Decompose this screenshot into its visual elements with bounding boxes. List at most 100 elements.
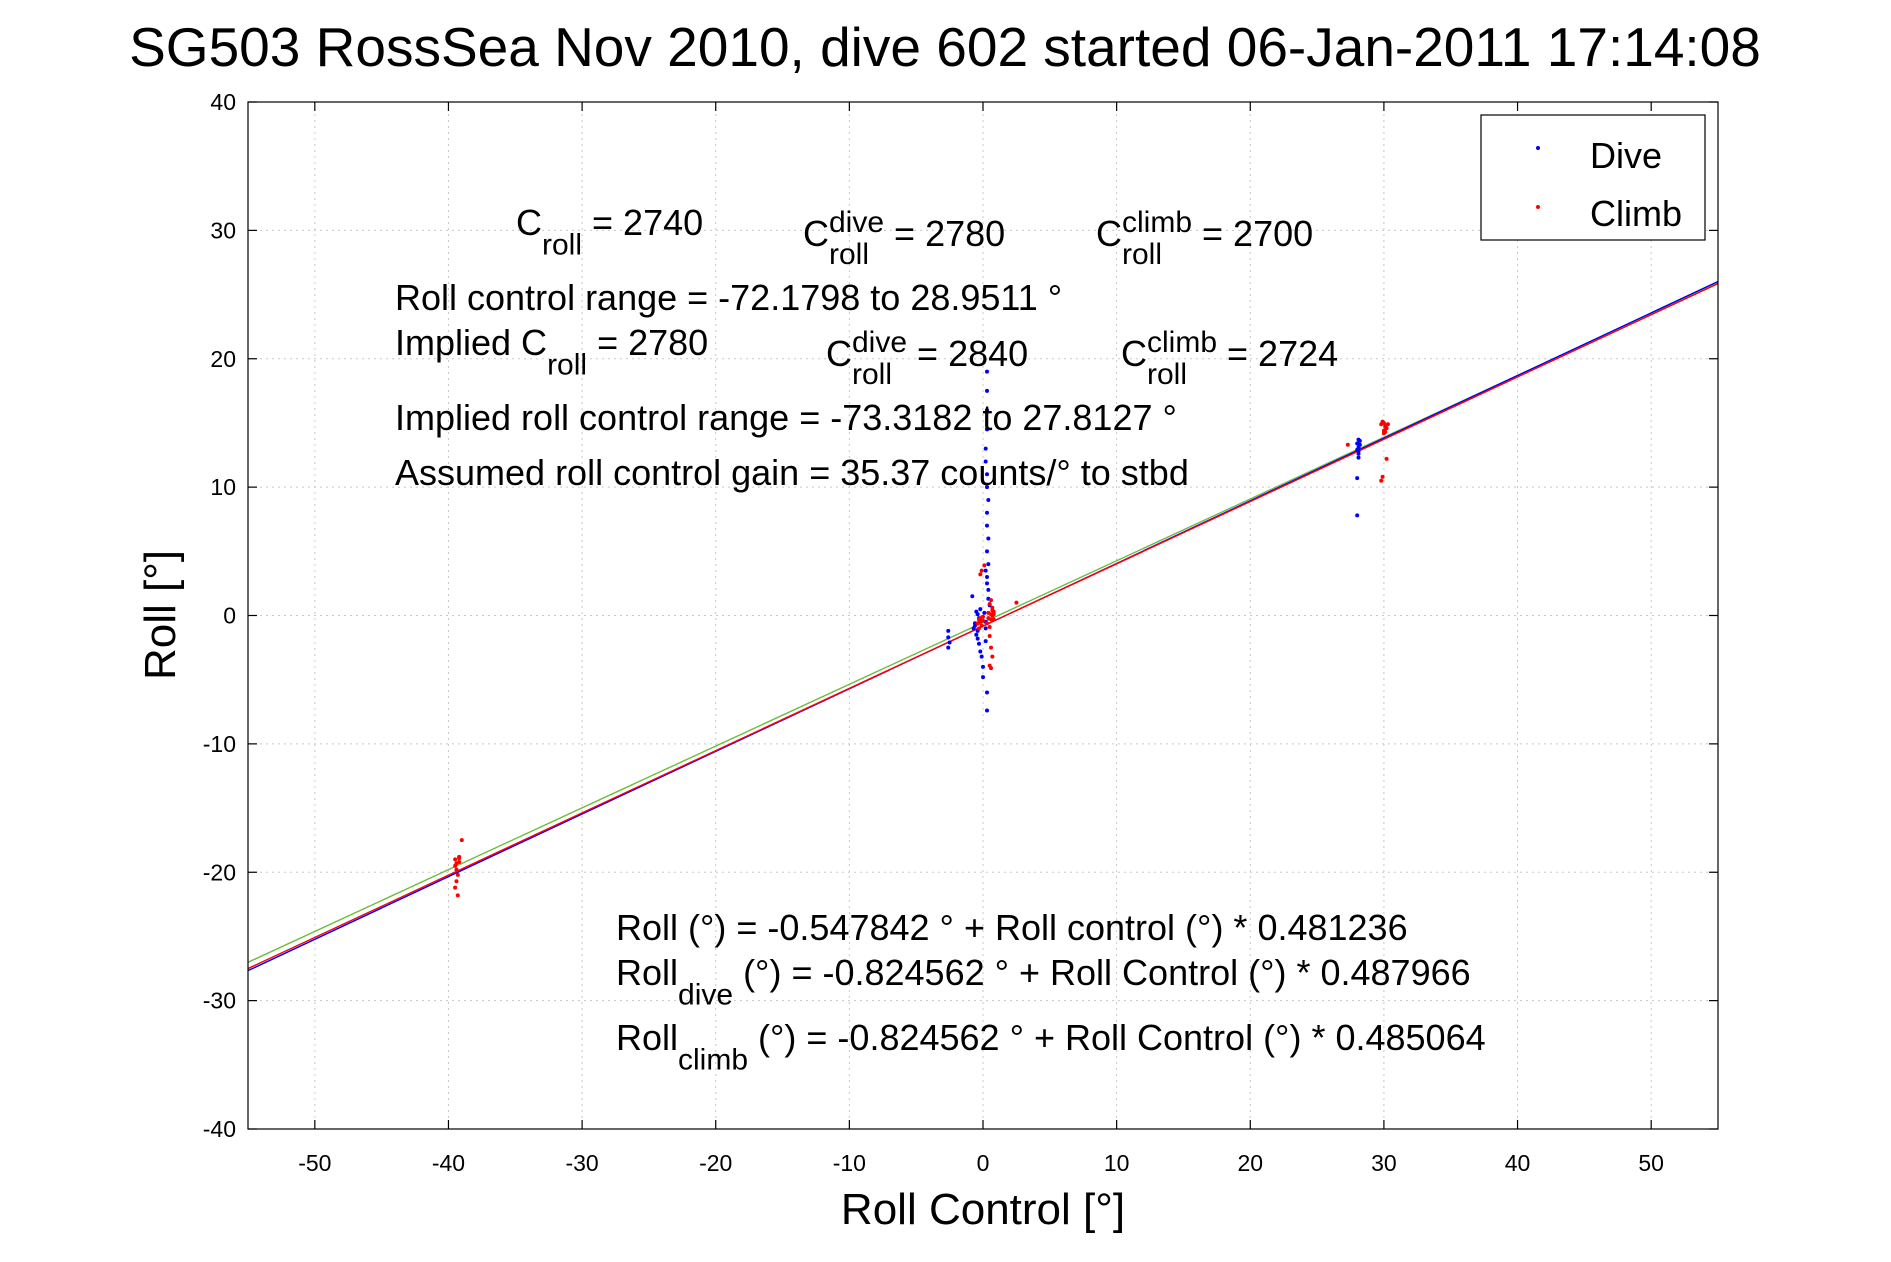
data-point-climb xyxy=(455,893,460,898)
data-point-climb xyxy=(459,838,464,843)
y-tick-label: -20 xyxy=(203,859,236,885)
data-point-climb xyxy=(985,621,990,626)
data-point-dive xyxy=(947,640,952,645)
annotation-range: Roll control range = -72.1798 to 28.9511… xyxy=(395,277,1063,318)
data-point-dive xyxy=(1356,437,1361,442)
y-tick-label: -30 xyxy=(203,988,236,1014)
data-point-climb xyxy=(1380,474,1385,479)
data-point-climb xyxy=(454,867,459,872)
legend: Dive Climb xyxy=(1480,114,1706,241)
x-tick-label: 0 xyxy=(977,1150,990,1176)
data-point-dive xyxy=(975,636,980,641)
data-point-climb xyxy=(1383,429,1388,434)
data-point-dive xyxy=(986,497,991,502)
data-point-dive xyxy=(985,408,990,413)
y-axis-label: Roll [°] xyxy=(136,550,185,680)
data-point-dive xyxy=(979,654,984,659)
data-point-dive xyxy=(983,446,988,451)
data-point-dive xyxy=(985,472,990,477)
y-tick-label: 40 xyxy=(210,89,236,115)
data-point-dive xyxy=(985,690,990,695)
data-point-climb xyxy=(987,601,992,606)
data-point-climb xyxy=(987,634,992,639)
annotation-gain: Assumed roll control gain = 35.37 counts… xyxy=(395,452,1189,493)
data-point-climb xyxy=(978,619,983,624)
data-point-dive xyxy=(1357,442,1362,447)
data-point-dive xyxy=(983,626,988,631)
x-tick-label: -30 xyxy=(565,1150,598,1176)
data-point-climb xyxy=(453,857,458,862)
data-point-climb xyxy=(457,854,462,859)
data-point-climb xyxy=(989,666,994,671)
data-point-climb xyxy=(989,645,994,650)
legend-marker-dive xyxy=(1536,146,1540,150)
data-point-dive xyxy=(985,369,990,374)
x-tick-label: -10 xyxy=(833,1150,866,1176)
data-point-dive xyxy=(983,639,988,644)
data-point-dive xyxy=(974,609,979,614)
data-point-dive xyxy=(985,523,990,528)
annotation-c-roll: Croll = 2740 xyxy=(516,202,704,262)
data-point-climb xyxy=(976,626,981,631)
data-point-climb xyxy=(990,654,995,659)
x-tick-label: 40 xyxy=(1505,1150,1531,1176)
data-point-climb xyxy=(982,563,987,568)
y-tick-label: -10 xyxy=(203,731,236,757)
x-tick-label: 20 xyxy=(1237,1150,1263,1176)
data-point-climb xyxy=(1014,600,1019,605)
data-point-dive xyxy=(985,574,990,579)
data-point-dive xyxy=(985,485,990,490)
annotation-implied-range: Implied roll control range = -73.3182 to… xyxy=(395,397,1177,438)
y-tick-label: -40 xyxy=(203,1116,236,1142)
data-point-dive xyxy=(983,568,988,573)
y-tick-label: 20 xyxy=(210,346,236,372)
x-tick-label: 30 xyxy=(1371,1150,1397,1176)
x-tick-label: -20 xyxy=(699,1150,732,1176)
data-point-climb xyxy=(979,623,984,628)
data-point-climb xyxy=(1380,420,1385,425)
data-point-dive xyxy=(946,635,951,640)
data-point-climb xyxy=(981,614,985,619)
data-point-dive xyxy=(986,587,991,592)
data-point-dive xyxy=(972,623,977,628)
data-point-dive xyxy=(1355,513,1360,518)
legend-box xyxy=(1480,114,1706,241)
data-point-dive xyxy=(981,675,985,680)
data-point-dive xyxy=(985,510,990,515)
data-point-dive xyxy=(970,594,975,599)
axis-ticks: -50 -40 -30 -20 -10 0 10 20 30 40 50 -40 -30 -20 -10 0 1… xyxy=(203,89,1718,1176)
data-point-climb xyxy=(991,617,996,622)
data-point-climb xyxy=(989,612,994,617)
data-point-dive xyxy=(983,459,988,464)
data-point-climb xyxy=(989,598,994,603)
annotation-fit-climb: Rollclimb (°) = -0.824562 ° + Roll Contr… xyxy=(616,1017,1486,1077)
x-axis-label: Roll Control [°] xyxy=(841,1185,1125,1234)
data-point-dive xyxy=(978,607,983,612)
data-point-climb xyxy=(1379,478,1384,483)
legend-label-climb: Climb xyxy=(1590,193,1682,234)
x-tick-label: -40 xyxy=(432,1150,465,1176)
data-point-dive xyxy=(946,645,951,650)
data-point-climb xyxy=(990,608,995,613)
legend-label-dive: Dive xyxy=(1590,135,1662,176)
data-point-dive xyxy=(985,708,990,713)
data-point-climb xyxy=(454,861,459,866)
data-point-dive xyxy=(1355,476,1360,481)
data-point-climb xyxy=(1385,422,1390,427)
data-point-dive xyxy=(1356,449,1361,454)
data-point-dive xyxy=(946,628,951,633)
data-point-climb xyxy=(986,616,991,621)
data-point-climb xyxy=(987,625,992,630)
data-point-climb xyxy=(455,872,460,877)
data-point-climb xyxy=(1384,426,1389,431)
annotation-fit-all: Roll (°) = -0.547842 ° + Roll control (°… xyxy=(616,907,1408,948)
x-tick-label: 10 xyxy=(1104,1150,1130,1176)
data-point-dive xyxy=(976,641,981,646)
data-point-dive xyxy=(981,664,985,669)
data-points xyxy=(453,369,1390,898)
data-point-dive xyxy=(982,610,987,615)
data-point-dive xyxy=(985,388,990,393)
